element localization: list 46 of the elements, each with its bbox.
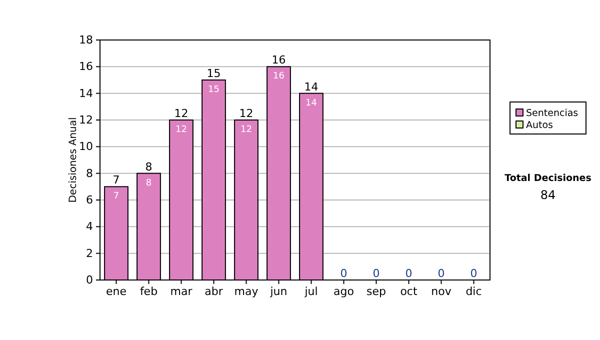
data-label: 7	[113, 192, 120, 202]
total-label: 16	[272, 54, 286, 67]
x-tick-label: feb	[140, 284, 158, 298]
text: Total Decisiones	[504, 173, 592, 184]
y-tick-label: 4	[86, 220, 93, 234]
data-label: 16	[273, 72, 285, 82]
y-tick-label: 8	[86, 166, 93, 180]
data-label: 8	[146, 178, 152, 188]
total-label: 12	[174, 107, 188, 120]
data-label: 12	[240, 125, 252, 135]
x-tick-label: dic	[466, 284, 482, 298]
total-label: 0	[340, 267, 348, 280]
y-tick-label: 0	[86, 274, 93, 287]
data-label: 12	[176, 125, 187, 135]
y-tick-label: 6	[86, 194, 93, 207]
y-tick-label: 10	[79, 140, 93, 154]
x-tick-label: jul	[304, 284, 318, 298]
total-label: 0	[405, 267, 412, 280]
x-tick-label: ago	[334, 284, 354, 298]
total-label: 7	[112, 174, 120, 187]
total-label: 15	[206, 67, 221, 80]
total-label: 14	[304, 80, 318, 94]
x-tick-label: sep	[366, 284, 386, 298]
legend-label: Autos	[526, 120, 554, 131]
data-label: 14	[306, 98, 318, 108]
x-tick-label: jun	[269, 284, 288, 298]
text: 84	[540, 188, 556, 202]
total-label: 12	[239, 107, 254, 120]
x-tick-label: may	[234, 284, 259, 298]
data-label: 15	[208, 85, 220, 95]
y-tick-label: 2	[86, 246, 93, 260]
y-tick-label: 18	[79, 34, 93, 47]
x-tick-label: ene	[106, 284, 127, 298]
x-tick-label: abr	[204, 284, 224, 298]
total-label: 0	[438, 267, 445, 280]
y-tick-label: 14	[79, 86, 93, 100]
legend-label: Sentencias	[526, 108, 578, 119]
y-axis-title: Decisiones Anual	[68, 117, 79, 203]
y-tick-label: 16	[79, 60, 93, 74]
x-tick-label: nov	[431, 284, 452, 298]
x-tick-label: oct	[400, 284, 418, 298]
total-label: 0	[372, 267, 380, 280]
total-label: 0	[470, 267, 478, 280]
total-label: 8	[145, 160, 152, 174]
x-tick-label: mar	[170, 284, 193, 298]
y-tick-label: 12	[79, 114, 93, 127]
